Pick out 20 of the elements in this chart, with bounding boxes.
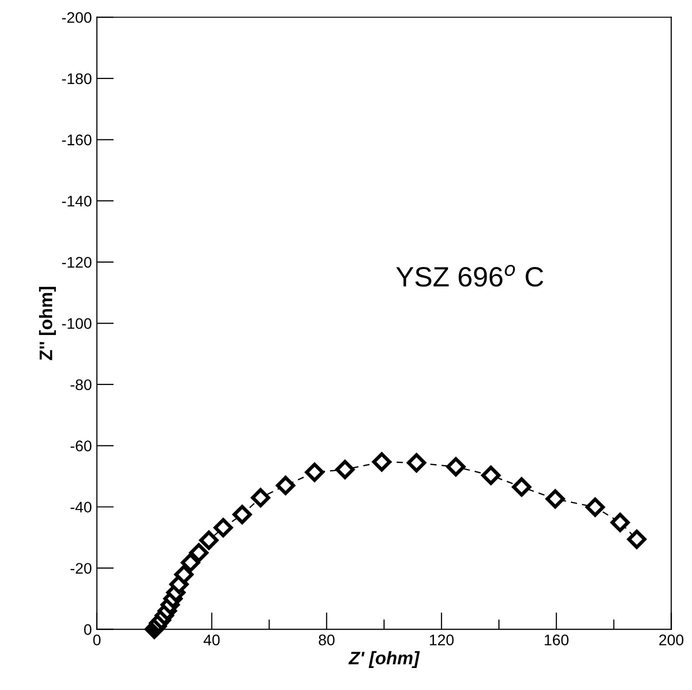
y-tick-label: -140 bbox=[62, 196, 92, 207]
x-tick-label: 200 bbox=[659, 634, 684, 646]
y-tick-label: -80 bbox=[70, 379, 92, 390]
y-tick-label: -20 bbox=[70, 562, 92, 574]
y-tick-label: -100 bbox=[62, 318, 92, 329]
x-tick-label: 160 bbox=[544, 634, 569, 646]
x-tick-label: 120 bbox=[430, 634, 454, 646]
y-tick-label: -120 bbox=[62, 256, 92, 268]
y-tick-label: -40 bbox=[70, 502, 92, 513]
annotation: YSZ 696$^{o}$ C bbox=[396, 264, 544, 287]
x-tick-label: 80 bbox=[318, 634, 335, 646]
y-tick-label: 0 bbox=[84, 624, 92, 635]
y-tick-label: -60 bbox=[70, 440, 92, 452]
x-tick-label: 40 bbox=[204, 634, 220, 646]
x-tick-label: 0 bbox=[93, 634, 101, 646]
y-axis-title: Z'' [ohm] bbox=[39, 286, 56, 360]
y-tick-label: -200 bbox=[62, 12, 92, 23]
y-tick-label: -180 bbox=[62, 73, 92, 84]
x-axis-title: Z' [ohm] bbox=[348, 651, 420, 668]
y-tick-label: -160 bbox=[62, 134, 92, 146]
